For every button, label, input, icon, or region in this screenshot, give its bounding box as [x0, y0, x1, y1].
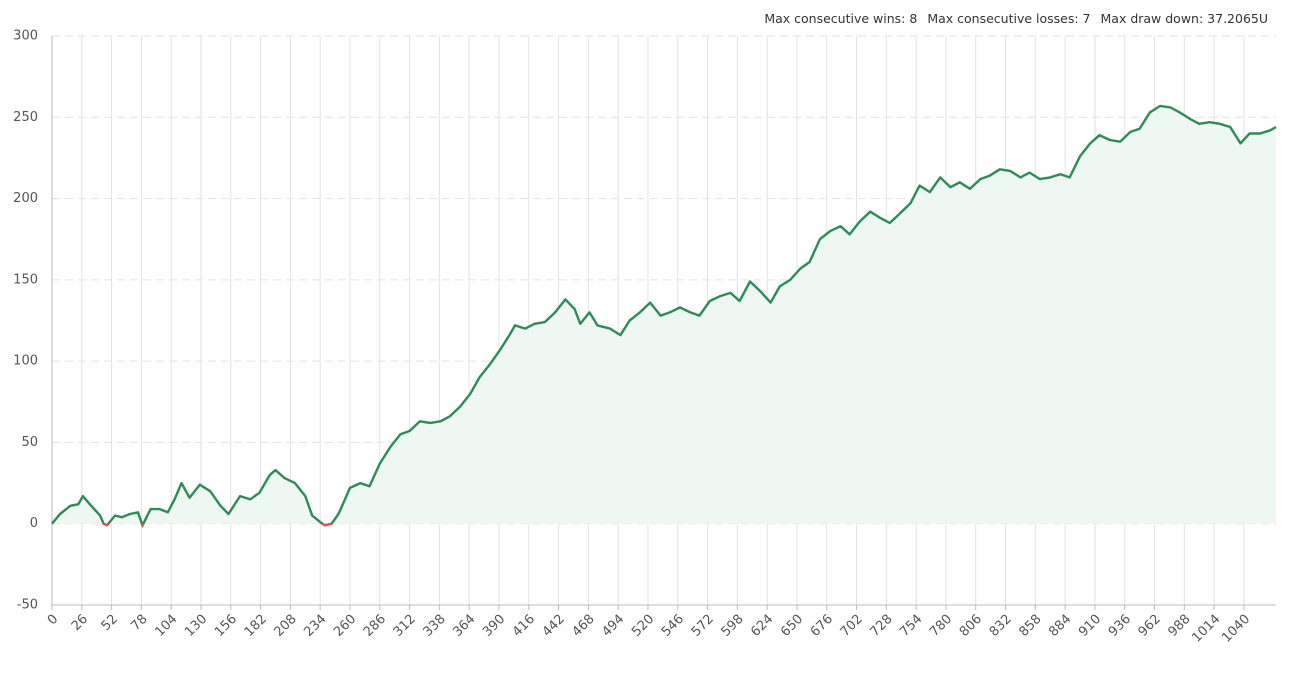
- x-tick-label: 104: [152, 612, 180, 640]
- x-tick-label: 260: [331, 612, 359, 640]
- x-tick-label: 520: [629, 612, 657, 640]
- x-tick-label: 884: [1046, 612, 1074, 640]
- x-tick-label: 338: [421, 612, 449, 640]
- stat-wins: Max consecutive wins: 8: [764, 11, 917, 26]
- x-tick-label: 676: [808, 612, 836, 640]
- y-tick-label: 50: [21, 435, 38, 450]
- x-tick-label: 468: [570, 612, 598, 640]
- x-tick-label: 286: [361, 612, 389, 640]
- x-tick-label: 962: [1136, 612, 1164, 640]
- stat-drawdown: Max draw down: 37.2065U: [1101, 11, 1269, 26]
- x-tick-label: 1040: [1219, 612, 1253, 646]
- x-tick-label: 910: [1076, 612, 1104, 640]
- y-tick-label: 250: [13, 110, 38, 125]
- x-tick-label: 936: [1106, 612, 1134, 640]
- x-tick-label: 26: [69, 612, 91, 634]
- stat-losses: Max consecutive losses: 7: [927, 11, 1090, 26]
- x-tick-label: 702: [838, 612, 866, 640]
- y-tick-label: 200: [13, 191, 38, 206]
- x-tick-label: 442: [540, 612, 568, 640]
- x-tick-label: 598: [718, 612, 746, 640]
- x-tick-label: 624: [748, 612, 776, 640]
- y-tick-label: 100: [13, 354, 38, 369]
- y-tick-label: -50: [17, 598, 38, 613]
- x-tick-label: 572: [689, 612, 717, 640]
- x-tick-label: 494: [599, 612, 627, 640]
- y-tick-label: 0: [30, 516, 38, 531]
- x-tick-label: 182: [242, 612, 270, 640]
- x-tick-label: 832: [987, 612, 1015, 640]
- y-tick-label: 300: [13, 29, 38, 44]
- stats: Max consecutive wins: 8 Max consecutive l…: [764, 11, 1268, 26]
- x-tick-label: 390: [480, 612, 508, 640]
- x-tick-label: 546: [659, 612, 687, 640]
- x-tick-label: 130: [182, 612, 210, 640]
- x-tick-label: 858: [1016, 612, 1044, 640]
- x-tick-label: 52: [99, 612, 121, 634]
- x-tick-label: 312: [391, 612, 419, 640]
- x-tick-label: 234: [301, 612, 329, 640]
- x-tick-label: 780: [927, 612, 955, 640]
- x-tick-label: 208: [272, 612, 300, 640]
- line: [51, 104, 1277, 527]
- x-tick-label: 0: [45, 612, 61, 628]
- x-tick-label: 806: [957, 612, 985, 640]
- x-tick-label: 650: [778, 612, 806, 640]
- x-tick-label: 728: [867, 612, 895, 640]
- x-tick-label: 416: [510, 612, 538, 640]
- x-tick-label: 754: [897, 612, 925, 640]
- x-tick-label: 1014: [1189, 612, 1223, 646]
- y-tick-label: 150: [13, 272, 38, 287]
- x-tick-label: 156: [212, 612, 240, 640]
- x-tick-label: 364: [450, 612, 478, 640]
- x-tick-label: 78: [128, 612, 150, 634]
